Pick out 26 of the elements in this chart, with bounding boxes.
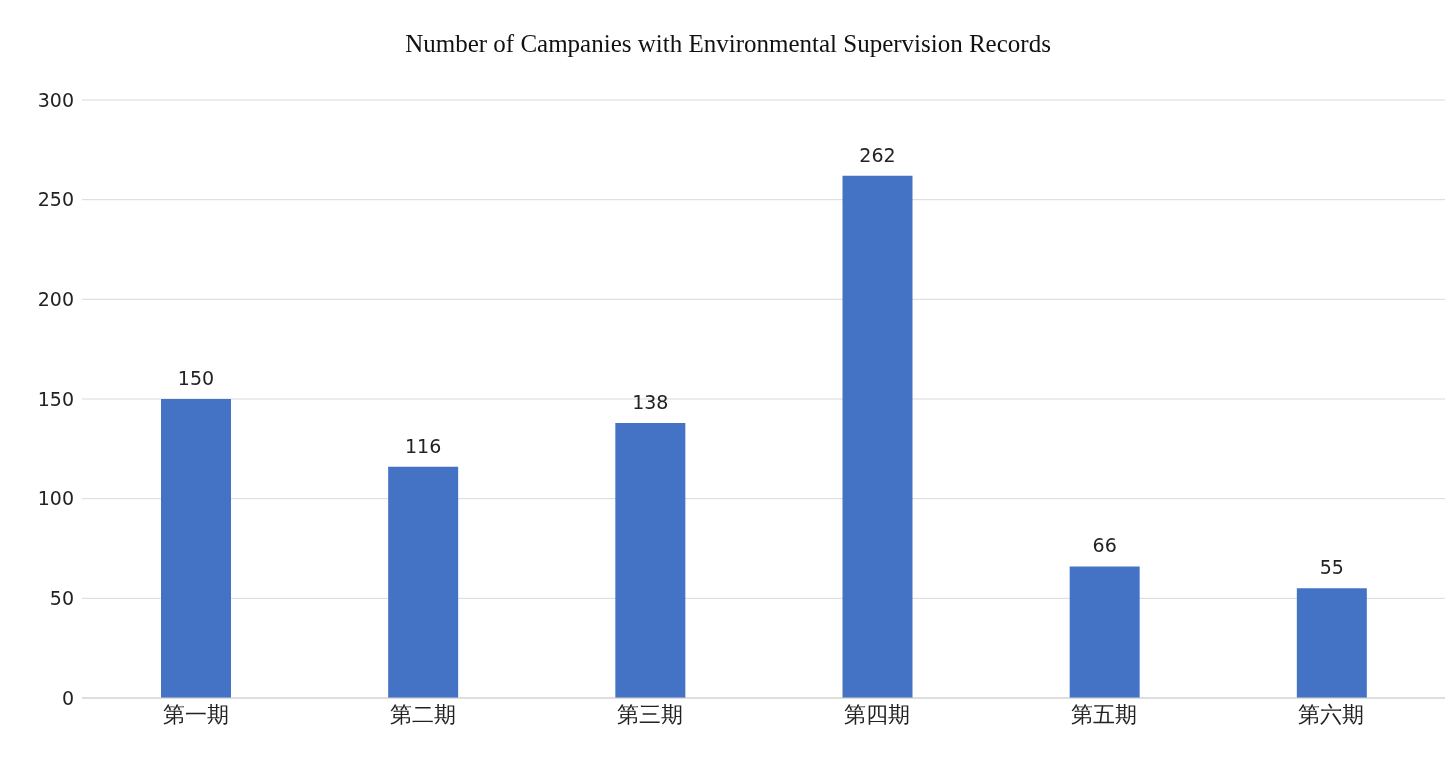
chart-title: Number of Campanies with Environmental Supervision Records [404, 30, 1052, 58]
y-tick-label: 0 [61, 686, 74, 709]
data-label: 66 [1092, 534, 1117, 557]
y-tick-label: 300 [37, 88, 74, 111]
x-tick-label: 第一期 [162, 701, 229, 727]
y-tick-label: 200 [37, 288, 74, 311]
x-tick-label: 第五期 [1071, 701, 1138, 727]
x-tick-label: 第三期 [616, 701, 683, 727]
bar [615, 422, 686, 698]
data-label: 262 [859, 143, 896, 166]
bar [388, 466, 459, 698]
y-tick-label: 100 [37, 487, 74, 510]
data-label: 55 [1319, 556, 1344, 579]
x-tick-label: 第六期 [1298, 701, 1365, 727]
y-tick-label: 150 [37, 387, 74, 410]
y-tick-label: 250 [37, 188, 74, 211]
data-label: 150 [177, 367, 215, 389]
x-tick-label: 第二期 [389, 701, 456, 727]
x-tick-label: 第四期 [844, 701, 911, 727]
bar [1069, 566, 1140, 698]
bar [842, 175, 913, 698]
bar [161, 399, 231, 698]
bar [1296, 588, 1367, 698]
data-label: 138 [632, 390, 669, 413]
data-label: 116 [405, 434, 442, 457]
y-tick-label: 50 [49, 587, 74, 610]
